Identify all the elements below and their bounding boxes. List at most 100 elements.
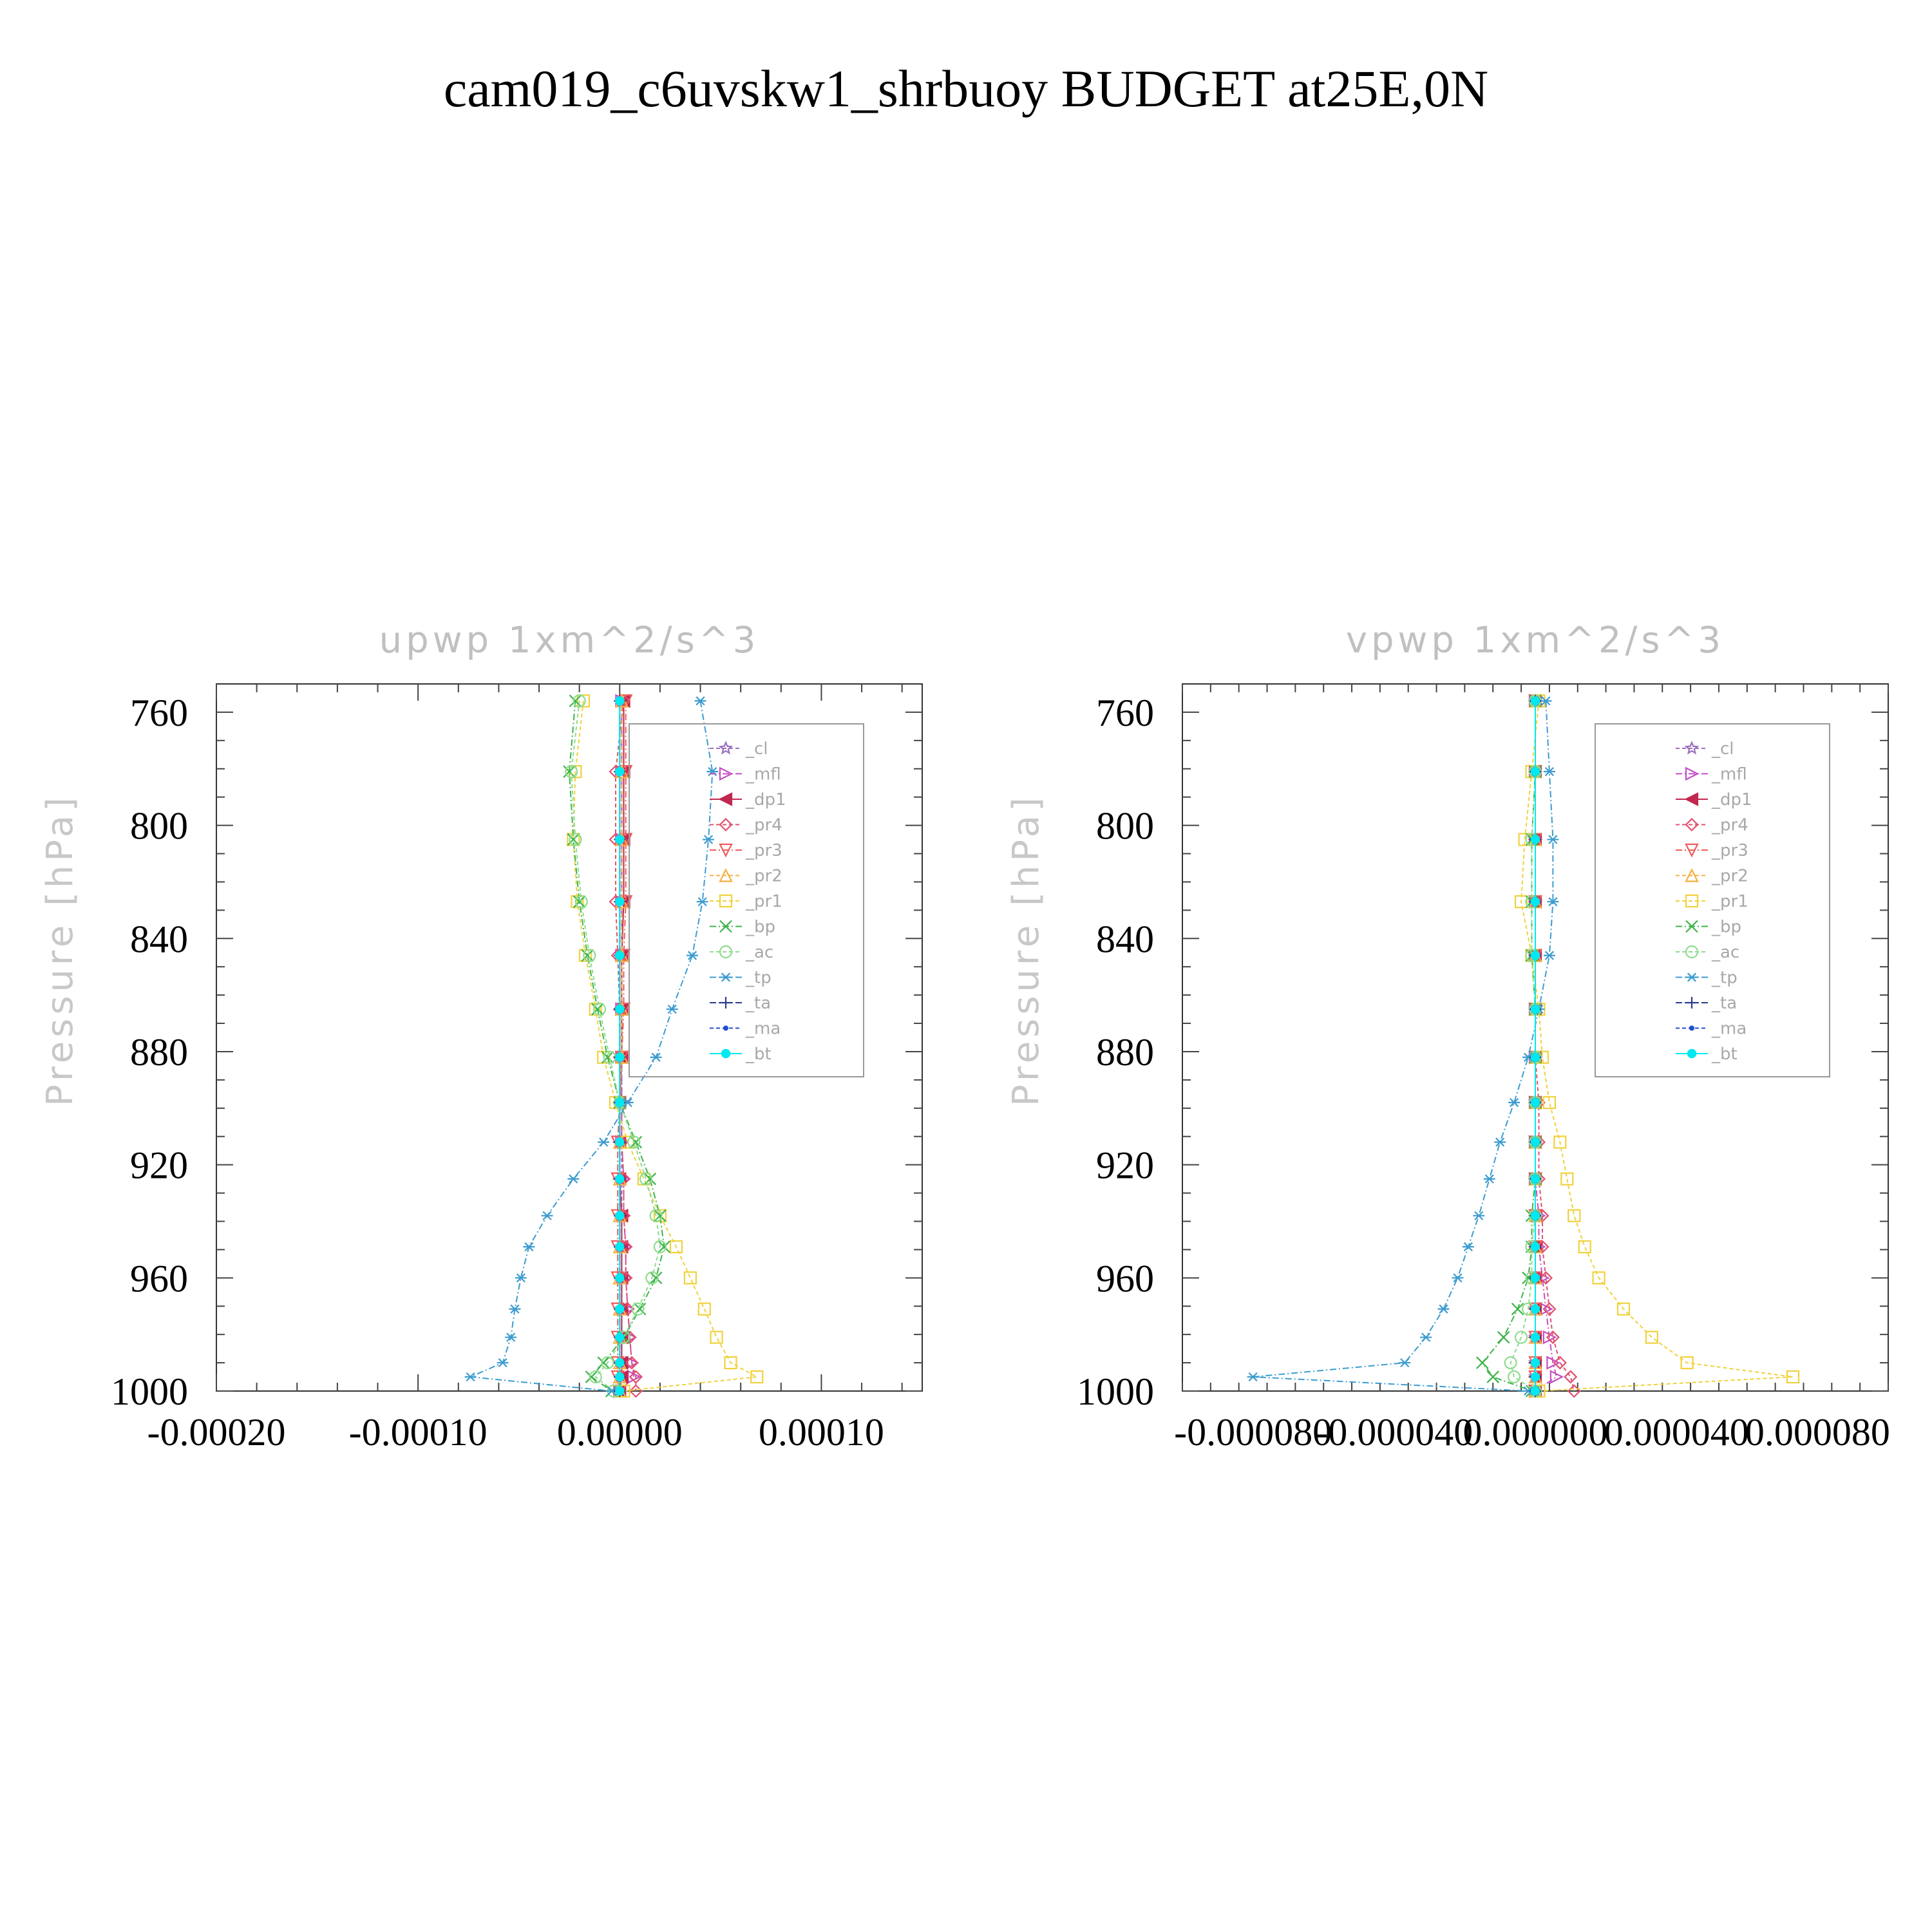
data-point-bt: [1530, 1372, 1540, 1382]
data-point-tp: [1543, 767, 1555, 777]
data-point-bt: [615, 1332, 625, 1342]
series-line-pr4: [1535, 701, 1575, 1392]
data-point-bp: [629, 1135, 643, 1149]
vpwp-y-tick-label: 880: [1096, 1031, 1154, 1074]
data-point-pr1: [1553, 1135, 1567, 1149]
data-point-tp: [1494, 1137, 1506, 1147]
data-point-pr1: [589, 1002, 602, 1016]
data-point-bt: [615, 835, 625, 844]
data-point-bt: [1530, 1052, 1540, 1062]
series-tp-vpwp: [1247, 696, 1559, 1396]
legend-marker-pr2: [1685, 868, 1699, 882]
data-point-tp: [1547, 897, 1559, 907]
data-point-pr1: [1645, 1331, 1658, 1344]
data-point-mfl: [1546, 1356, 1560, 1370]
vpwp-x-tick-label: 0.000040: [1604, 1411, 1749, 1454]
data-point-bp: [1511, 1302, 1524, 1316]
legend-marker-mfl: [1685, 766, 1700, 781]
legend-label-tp: _tp: [1711, 969, 1738, 988]
legend-marker-mfl: [719, 766, 734, 781]
data-point-tp: [1540, 696, 1552, 706]
legend-label-ac: _ac: [1711, 943, 1739, 962]
series-line-pr4: [615, 701, 637, 1391]
vpwp-y-tick-label: 1000: [1077, 1370, 1154, 1413]
upwp-y-tick-label: 920: [130, 1144, 188, 1187]
legend-marker-tp: [1686, 972, 1698, 982]
legend-marker-ma: [1689, 1025, 1695, 1031]
data-point-tp: [1547, 835, 1559, 844]
upwp-legend: _cl _mfl _dp1 _pr4 _pr3 _pr2 _pr1 _bp _ac _tp _ta _…: [629, 723, 864, 1077]
legend-marker-pr3: [1685, 843, 1699, 858]
vpwp-y-tick-label: 760: [1096, 692, 1154, 734]
upwp-y-tick-label: 960: [130, 1257, 188, 1300]
legend-label-pr3: _pr3: [745, 841, 782, 860]
data-point-ac: [653, 1240, 667, 1254]
data-point-pr1: [710, 1331, 723, 1344]
series-line-tp: [468, 701, 714, 1392]
vpwp-legend-box: [1595, 723, 1830, 1077]
legend-marker-ac: [719, 945, 733, 959]
series-mfl-upwp: [613, 694, 641, 1398]
data-point-bt: [1530, 766, 1540, 777]
data-point-pr1: [653, 1209, 667, 1222]
data-point-pr1: [1592, 1271, 1605, 1285]
data-point-bt: [615, 1304, 625, 1314]
data-point-bt: [615, 1211, 625, 1220]
data-point-tp: [694, 696, 706, 706]
series-bt-vpwp: [1530, 696, 1540, 1396]
data-point-pr4: [1546, 1330, 1560, 1345]
series-bt-upwp: [615, 696, 625, 1396]
data-point-tp: [1437, 1304, 1450, 1314]
legend-marker-pr4: [719, 817, 733, 832]
legend-label-mfl: _mfl: [745, 765, 781, 784]
upwp-y-tick-label: 1000: [111, 1370, 188, 1413]
data-point-bp: [1497, 1331, 1510, 1344]
data-point-tp: [541, 1211, 553, 1220]
legend-label-pr4: _pr4: [1711, 816, 1748, 835]
data-point-pr1: [1560, 1172, 1574, 1186]
legend-marker-cl: [1684, 741, 1700, 755]
data-point-pr1: [724, 1356, 737, 1370]
data-point-tp: [650, 1052, 662, 1062]
data-point-bt: [1530, 1386, 1540, 1396]
legend-marker-bp: [1685, 920, 1698, 933]
data-point-tp: [666, 1005, 678, 1014]
vpwp-y-axis-label: Pressure [hPa]: [1005, 793, 1047, 1106]
legend-label-tp: _tp: [745, 969, 772, 988]
data-point-bp: [573, 895, 586, 908]
legend-label-pr4: _pr4: [745, 816, 782, 835]
data-point-bt: [1530, 1358, 1540, 1368]
data-point-bt: [615, 1004, 625, 1014]
data-point-bt: [615, 1242, 625, 1252]
data-point-bt: [615, 896, 625, 907]
data-point-ac: [639, 1172, 653, 1186]
data-point-ac: [589, 1370, 602, 1384]
series-bp-vpwp: [1476, 694, 1542, 1397]
upwp-x-tick-label: 0.00010: [759, 1411, 884, 1454]
data-point-bp: [643, 1172, 657, 1186]
data-point-pr1: [597, 1050, 611, 1064]
vpwp-x-tick-label: 0.000000: [1463, 1411, 1608, 1454]
data-point-pr1: [578, 949, 592, 962]
legend-label-ma: _ma: [745, 1019, 781, 1039]
data-point-tp: [497, 1358, 509, 1368]
series-line-ac: [1510, 701, 1536, 1392]
legend-marker-bt: [1687, 1048, 1697, 1059]
data-point-bt: [615, 1097, 625, 1108]
legend-marker-bp: [719, 920, 732, 933]
series-line-bp: [1481, 701, 1536, 1392]
legend-label-mfl: _mfl: [1711, 765, 1747, 784]
upwp-panel: upwp 1xm^2/s^3 Pressure [hPa] -0.00020 -0…: [39, 620, 923, 1454]
data-point-bt: [1530, 1211, 1540, 1220]
legend-label-dp1: _dp1: [745, 790, 786, 810]
upwp-plot-frame: [216, 683, 923, 1392]
data-point-ac: [1504, 1356, 1517, 1370]
legend-marker-pr1: [719, 894, 733, 908]
data-point-pr4: [1539, 1271, 1553, 1285]
data-point-tp: [1543, 951, 1555, 960]
legend-label-pr1: _pr1: [745, 892, 782, 911]
data-point-bt: [615, 1386, 625, 1396]
legend-marker-pr2: [719, 868, 733, 882]
series-bp-upwp: [563, 694, 670, 1397]
